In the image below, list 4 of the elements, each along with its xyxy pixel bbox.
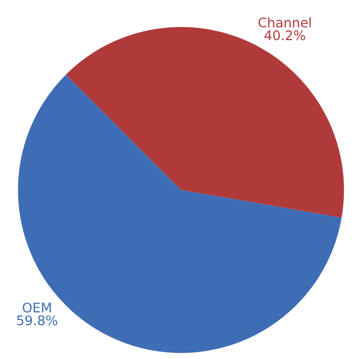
slice-label: OEM xyxy=(22,302,51,313)
data-label: 59.8% xyxy=(17,315,58,326)
data-label: 40.2% xyxy=(264,30,306,40)
slice-label: Channel xyxy=(258,17,311,28)
